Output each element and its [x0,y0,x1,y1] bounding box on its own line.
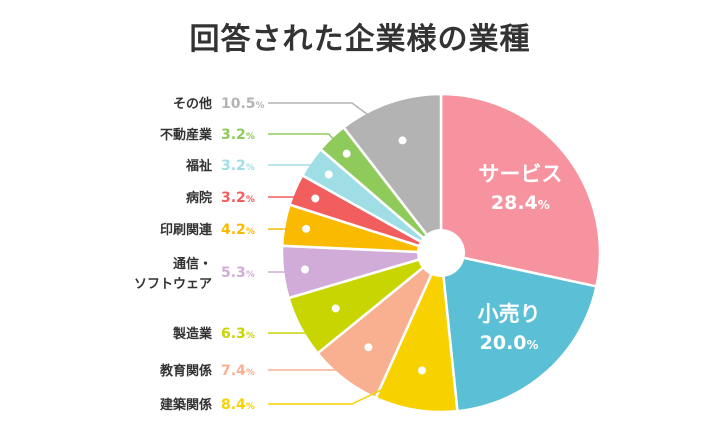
donut-hole [417,229,465,277]
value-label: 3.2% [221,158,255,174]
leader-dot [322,168,335,181]
value-label: 10.5% [221,96,265,112]
leader-dot [416,364,429,377]
value-label: 4.2% [221,222,255,238]
leader-dot [309,192,322,205]
category-label: その他 [173,96,212,112]
leader-dot [362,341,375,354]
value-label: 5.3% [221,265,255,281]
category-label: 製造業 [172,326,213,342]
slice-label: 小売り [478,302,541,326]
leader-line [268,102,403,142]
category-label: 福祉 [185,158,212,174]
slice-label: サービス [478,162,562,186]
pie-slice [439,251,598,413]
pie-slice [439,92,602,288]
category-label: 不動産業 [160,127,213,143]
category-label: 教育関係 [159,363,212,379]
leader-dot [300,222,313,235]
value-label: 3.2% [221,190,255,206]
value-label: 8.4% [221,397,255,413]
category-label: 病院 [186,190,212,206]
leader-dot [329,302,342,315]
leader-line [268,346,370,371]
value-label: 3.2% [221,127,255,143]
category-label: ソフトウェア [134,277,212,292]
leader-line [268,369,423,405]
leader-dot [340,147,353,160]
value-label: 7.4% [221,363,255,379]
value-label: 6.3% [221,326,255,342]
leader-line [268,196,316,200]
category-label: 印刷関連 [160,222,213,238]
slice-value: 20.0% [480,332,539,354]
pie-slice [341,92,443,257]
leader-line [268,164,330,176]
leader-dot [396,134,409,147]
leader-line [268,133,348,155]
category-label: 建築関係 [160,397,212,413]
slice-value: 28.4% [491,192,550,214]
leader-line [268,268,306,273]
leader-line [268,308,337,334]
category-label: 通信・ [173,256,212,272]
chart-title: 回答された企業様の業種 [189,22,531,57]
leader-dot [298,263,311,276]
